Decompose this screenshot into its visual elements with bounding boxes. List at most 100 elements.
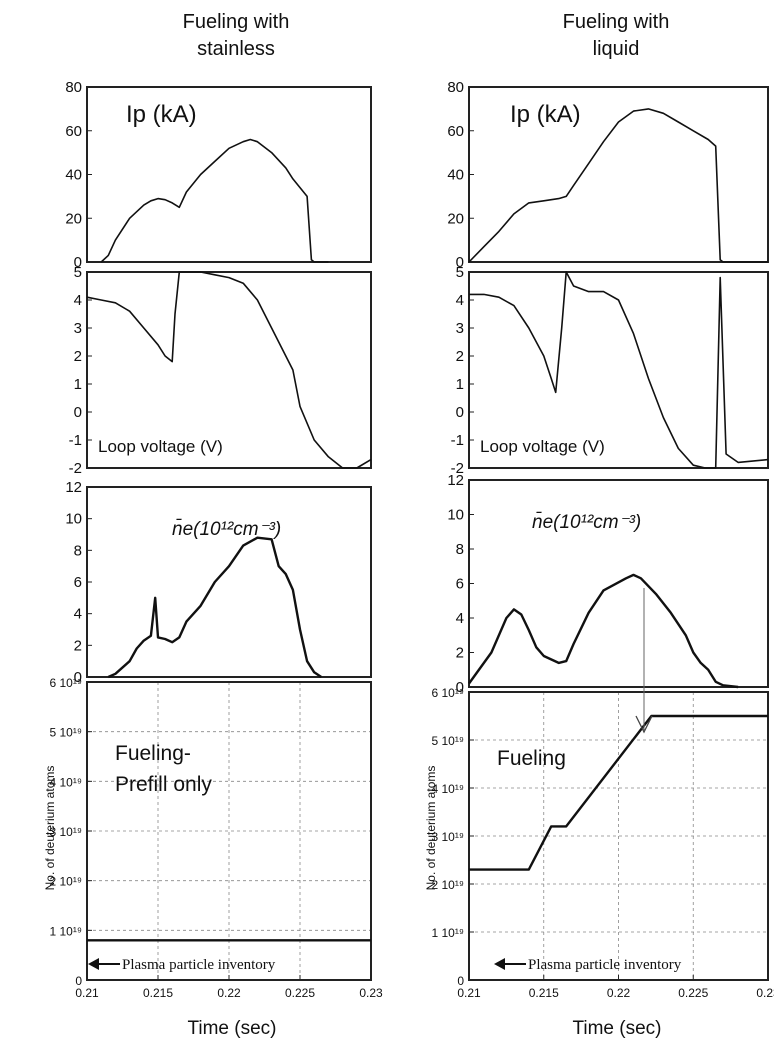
y-tick-label: 40: [447, 167, 464, 184]
y-tick-label: 1 10¹⁹: [50, 924, 83, 938]
loop-voltage-label-right: Loop voltage (V): [480, 437, 605, 456]
x-tick-label: 0.215: [143, 986, 173, 1000]
series-line-stainless-ne: [107, 536, 322, 679]
plot-frame: [86, 271, 372, 469]
peak-marker-arrow: [635, 588, 653, 734]
panel-liquid-loop_voltage: -2 -1 0 1 2 3 4 5: [451, 264, 769, 477]
y-tick-label: 6: [456, 576, 464, 593]
x-axis-label-right: Time (sec): [572, 1018, 661, 1039]
column-title-right-line2: liquid: [593, 38, 640, 60]
y-tick-label: 3: [456, 320, 464, 337]
x-tick-label: 0.21: [457, 986, 481, 1000]
y-tick-label: 80: [65, 79, 82, 96]
column-title-left-line1: Fueling with: [183, 11, 290, 33]
series-line-liquid-ne: [468, 573, 739, 689]
y-tick-label: 4: [74, 606, 82, 623]
y-tick-label: 4: [74, 292, 82, 309]
x-tick-label: 0.225: [678, 986, 708, 1000]
y-tick-label: 20: [447, 210, 464, 227]
x-tick-label: 0.23: [359, 986, 383, 1000]
y-tick-label: 2: [456, 645, 464, 662]
inventory-arrow-right: [494, 958, 526, 970]
y-tick-label: 0: [456, 679, 464, 696]
ne-label-right: n̄e(10¹²cm⁻³): [532, 512, 641, 533]
y-tick-label: 5: [456, 264, 464, 281]
y-tick-label: 80: [447, 79, 464, 96]
column-title-right-line1: Fueling with: [563, 11, 670, 33]
y-tick-label: 1: [74, 376, 82, 393]
panel-stainless-loop_voltage: -2 -1 0 1 2 3 4 5: [69, 264, 372, 477]
plot-frame: [468, 271, 769, 469]
panel-stainless-ip: 0 20 40 60 80: [65, 79, 372, 271]
y-tick-label: 12: [65, 479, 82, 496]
y-tick-label: 2: [74, 348, 82, 365]
column-title-left-line2: stainless: [197, 38, 275, 60]
y-tick-label: 6 10¹⁹: [432, 686, 465, 700]
y-tick-label: 5 10¹⁹: [50, 726, 83, 740]
y-tick-label: 2 10¹⁹: [50, 875, 83, 889]
y-tick-label: -2: [451, 460, 464, 477]
y-tick-label: 2: [456, 348, 464, 365]
fueling-label-left-line1: Fueling-: [115, 742, 191, 765]
panel-liquid-ne: 0 2 4 6 8 10 12: [447, 472, 769, 696]
y-tick-label: 60: [65, 123, 82, 140]
series-line-stainless-ip: [100, 138, 329, 263]
y-tick-label: 60: [447, 123, 464, 140]
series-line-liquid-deuterium_atoms: [469, 714, 768, 871]
y-tick-label: 0: [74, 669, 82, 686]
y-tick-label: -2: [69, 460, 82, 477]
fueling-label-left-line2: Prefill only: [115, 773, 212, 796]
y-tick-label: 3 10¹⁹: [50, 825, 83, 839]
x-tick-label: 0.225: [285, 986, 315, 1000]
x-tick-label: 0.22: [607, 986, 631, 1000]
fueling-label-right: Fueling: [497, 747, 566, 770]
y-axis-label-right: No. of deuterium atoms: [424, 766, 438, 891]
y-tick-label: 8: [456, 541, 464, 558]
panel-liquid-deuterium_atoms: 0 1 10¹⁹ 2 10¹⁹ 3 10¹⁹ 4 10¹⁹ 5 10¹⁹ 6 10¹⁹ 0.2…: [432, 686, 774, 1000]
x-tick-label: 0.215: [529, 986, 559, 1000]
y-tick-label: 3: [74, 320, 82, 337]
x-axis-label-left: Time (sec): [187, 1018, 276, 1039]
plot-frame: [86, 486, 372, 678]
x-tick-label: 0.21: [75, 986, 99, 1000]
loop-voltage-label-left: Loop voltage (V): [98, 437, 223, 456]
panel-stainless-deuterium_atoms: 0 1 10¹⁹ 2 10¹⁹ 3 10¹⁹ 4 10¹⁹ 5 10¹⁹ 6 10¹⁹ 0.2…: [50, 676, 384, 1000]
y-tick-label: 40: [65, 167, 82, 184]
y-tick-label: 8: [74, 542, 82, 559]
y-tick-label: 0: [456, 404, 464, 421]
ip-label-left: Ip (kA): [126, 101, 197, 128]
y-tick-label: 1 10¹⁹: [432, 926, 465, 940]
ip-label-right: Ip (kA): [510, 101, 581, 128]
y-tick-label: -1: [69, 432, 82, 449]
y-tick-label: 20: [65, 210, 82, 227]
series-line-stainless-loop_voltage: [86, 271, 372, 469]
inventory-label-left: Plasma particle inventory: [122, 957, 276, 973]
y-tick-label: 0: [456, 254, 464, 271]
x-tick-label: 0.22: [217, 986, 241, 1000]
y-tick-label: 6: [74, 574, 82, 591]
y-tick-label: 4: [456, 610, 464, 627]
y-tick-label: 1: [456, 376, 464, 393]
y-tick-label: 4: [456, 292, 464, 309]
x-tick-label: 0.23: [756, 986, 774, 1000]
y-tick-label: 5: [74, 264, 82, 281]
ne-label-left: n̄e(10¹²cm⁻³): [172, 519, 281, 540]
y-tick-label: 4 10¹⁹: [432, 782, 465, 796]
y-tick-label: 0: [74, 254, 82, 271]
y-tick-label: 0: [75, 974, 82, 988]
y-tick-label: 3 10¹⁹: [432, 830, 465, 844]
y-tick-label: 0: [74, 404, 82, 421]
y-tick-label: 2: [74, 637, 82, 654]
y-axis-label-left: No. of deuterium atoms: [43, 766, 57, 891]
y-tick-label: 0: [457, 974, 464, 988]
series-line-liquid-ip: [468, 108, 768, 263]
y-tick-label: 10: [447, 507, 464, 524]
panel-liquid-ip: 0 20 40 60 80: [447, 79, 769, 271]
inventory-arrow-left: [88, 958, 120, 970]
y-tick-label: 10: [65, 511, 82, 528]
inventory-label-right: Plasma particle inventory: [528, 957, 682, 973]
y-tick-label: 5 10¹⁹: [432, 734, 465, 748]
panel-stainless-ne: 0 2 4 6 8 10 12: [65, 479, 372, 686]
y-tick-label: 2 10¹⁹: [432, 878, 465, 892]
